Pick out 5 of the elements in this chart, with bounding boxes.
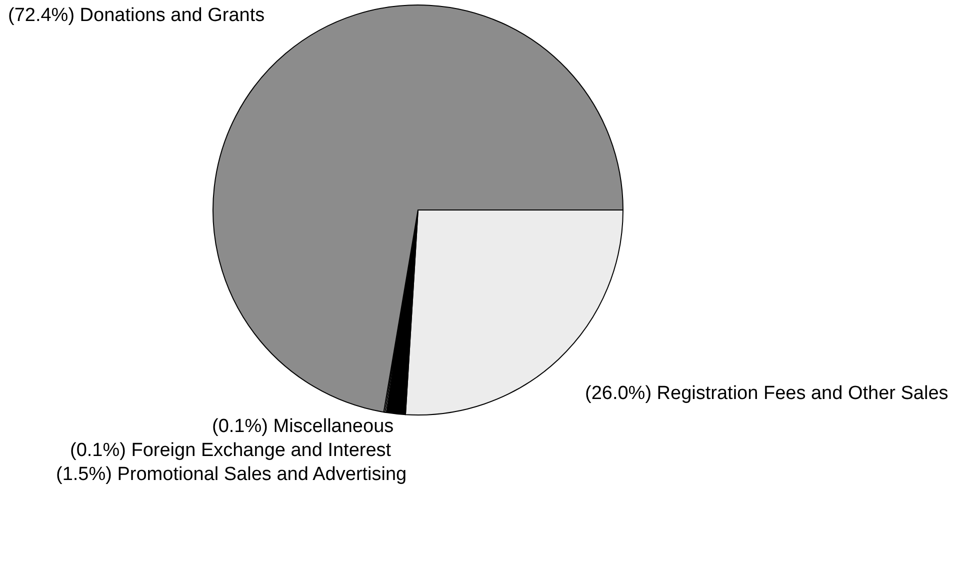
slice-label: (1.5%) Promotional Sales and Advertising [56, 464, 407, 485]
slice-label: (26.0%) Registration Fees and Other Sales [585, 383, 948, 404]
slice-label: (72.4%) Donations and Grants [8, 5, 265, 26]
slice-label: (0.1%) Foreign Exchange and Interest [70, 440, 392, 461]
slice-label: (0.1%) Miscellaneous [212, 416, 394, 437]
